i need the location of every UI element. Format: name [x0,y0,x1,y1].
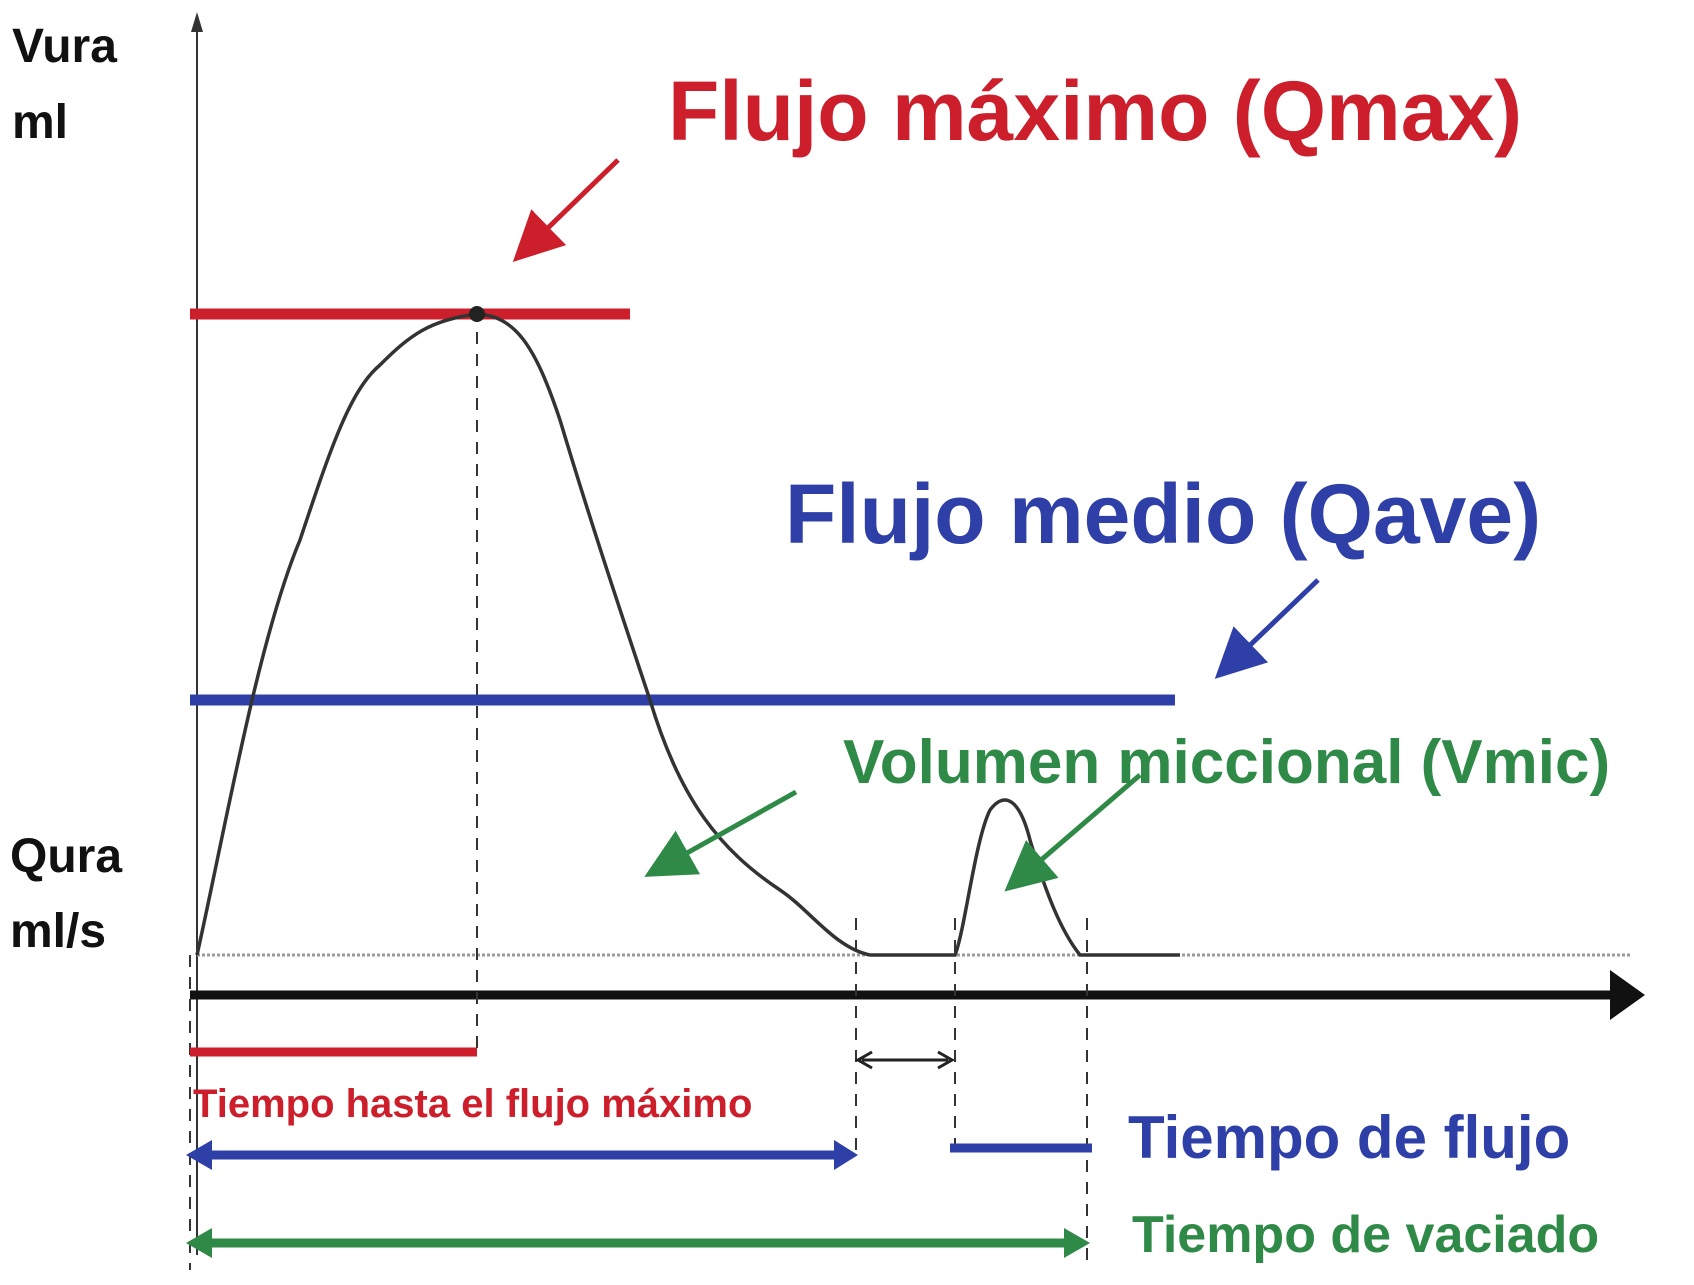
pause-left-arrow-icon [854,1050,873,1070]
flow-time-label: Tiempo de flujo [1128,1104,1570,1171]
qmax-arrow-icon [512,158,620,262]
flow-curve [195,312,1180,957]
flow-axis-label: Qura [10,830,122,883]
voiding-time-label: Tiempo de vaciado [1132,1206,1599,1264]
y-axis-arrow-icon [191,12,203,32]
vmic-label: Volumen miccional (Vmic) [843,728,1610,797]
flow-time-right-arrow-icon [834,1140,858,1170]
volume-unit-label: ml [12,96,68,149]
voiding-time-left-arrow-icon [186,1228,212,1258]
time-axis-arrow-icon [1610,970,1645,1020]
volume-axis-label: Vura [12,20,117,73]
qave-label: Flujo medio (Qave) [785,467,1541,561]
flow-unit-label: ml/s [10,905,106,958]
qmax-label: Flujo máximo (Qmax) [668,64,1522,158]
vmic-arrow-main-icon [644,789,798,877]
qmax-point [469,306,485,322]
vmic-arrow-secondary-icon [1004,773,1142,892]
flow-time-left-arrow-icon [186,1140,212,1170]
time-to-max-label: Tiempo hasta el flujo máximo [193,1082,752,1126]
pause-right-arrow-icon [937,1050,956,1070]
voiding-time-right-arrow-icon [1064,1228,1090,1258]
qave-arrow-icon [1214,578,1320,679]
